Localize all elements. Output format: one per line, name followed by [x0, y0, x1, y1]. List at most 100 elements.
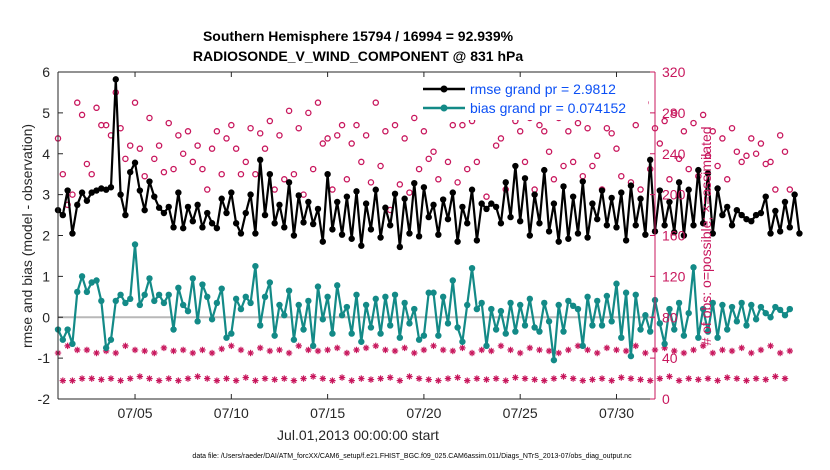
obs-assimilated-point [613, 346, 620, 354]
obs-assimilated-stroke [310, 373, 316, 380]
rmse-point [98, 185, 105, 192]
obs-possible-point [767, 158, 774, 166]
rmse-point [574, 230, 582, 237]
obs-assimilated-point [772, 373, 779, 380]
rmse-point [666, 198, 673, 206]
obs-assimilated-point [343, 349, 351, 357]
obs-assimilated-stroke [127, 375, 133, 382]
obs-assimilated-stroke [60, 377, 66, 384]
rmse-point [724, 203, 731, 211]
obs-assimilated-stroke [79, 375, 85, 382]
rmse-point [757, 209, 765, 217]
obs-assimilated-stroke [214, 377, 220, 384]
legend-bias-label: bias grand pr = 0.074152 [470, 100, 626, 116]
bias-point [189, 275, 197, 282]
obs-possible-point [165, 119, 172, 127]
obs-assimilated-point [194, 373, 201, 380]
obs-assimilated-stroke [724, 374, 730, 381]
x-axis-label: Jul.01,2013 00:00:00 start [277, 427, 439, 443]
obs-assimilated-stroke [406, 373, 413, 380]
obs-assimilated-stroke [527, 345, 533, 351]
bias-point [690, 264, 697, 271]
obs-assimilated-stroke [267, 348, 273, 354]
obs-possible-point [593, 152, 601, 160]
obs-assimilated-point [59, 377, 67, 384]
obs-assimilated-point [266, 347, 274, 355]
rmse-point [439, 196, 447, 203]
rmse-point [555, 238, 562, 245]
bias-point [218, 285, 225, 292]
bias-point [343, 303, 351, 311]
rmse-point [199, 224, 206, 231]
bias-point [170, 326, 177, 333]
rmse-point [502, 179, 509, 186]
rmse-point [69, 230, 76, 237]
obs-assimilated-stroke [64, 343, 71, 349]
obs-assimilated-point [762, 376, 769, 383]
bias-point [594, 297, 601, 305]
bias-point [454, 324, 461, 331]
obs-assimilated-stroke [657, 375, 663, 382]
obs-assimilated-stroke [594, 350, 600, 356]
y-tick-label: 3 [42, 187, 50, 203]
obs-assimilated-point [165, 375, 172, 382]
rmse-point [589, 200, 596, 207]
bias-point [642, 312, 649, 319]
obs-assimilated-point [112, 349, 119, 357]
y-right-tick-label: 200 [662, 187, 686, 203]
obs-assimilated-point [151, 349, 158, 357]
rmse-point [117, 191, 124, 198]
obs-assimilated-point [261, 375, 269, 382]
bias-point [714, 334, 721, 341]
bias-point [175, 284, 182, 292]
obs-assimilated-point [170, 347, 177, 355]
obs-assimilated-point [319, 375, 326, 382]
bias-point [757, 303, 765, 311]
bias-point [584, 293, 591, 301]
rmse-point [637, 195, 644, 202]
obs-assimilated-point [536, 346, 543, 354]
obs-assimilated-stroke [517, 350, 523, 356]
obs-possible-point [536, 121, 543, 129]
obs-assimilated-stroke [575, 343, 581, 349]
obs-possible-point [348, 140, 355, 147]
obs-possible-point [704, 152, 712, 160]
rmse-point [622, 237, 630, 244]
obs-assimilated-stroke [753, 375, 759, 382]
rmse-point [748, 217, 755, 225]
obs-possible-point [189, 158, 197, 166]
obs-assimilated-point [179, 346, 187, 354]
obs-assimilated-stroke [98, 376, 104, 383]
y-right-tick-label: 80 [662, 309, 678, 325]
rmse-point [531, 191, 538, 198]
bias-point [589, 322, 596, 329]
bias-point [550, 356, 558, 364]
obs-assimilated-stroke [228, 343, 234, 349]
obs-possible-point [752, 150, 760, 157]
obs-assimilated-stroke [305, 347, 312, 353]
obs-assimilated-stroke [551, 375, 557, 382]
rmse-point [516, 217, 524, 225]
rmse-point [324, 170, 331, 178]
obs-assimilated-stroke [633, 343, 639, 349]
rmse-point [165, 203, 172, 211]
obs-assimilated-point [127, 375, 134, 382]
legend-rmse-label: rmse grand pr = 2.9812 [470, 81, 616, 97]
chart-title: Southern Hemisphere 15794 / 16994 = 92.9… [203, 28, 514, 44]
rmse-point [367, 226, 375, 233]
bias-point [724, 326, 731, 333]
bias-point [685, 309, 692, 317]
y-tick-label: 0 [42, 309, 50, 325]
bias-point [776, 306, 784, 314]
rmse-point [675, 179, 683, 186]
bias-point [468, 265, 476, 272]
bias-point [435, 332, 442, 339]
obs-assimilated-point [464, 377, 471, 384]
obs-assimilated-point [728, 347, 736, 355]
obs-possible-point [194, 142, 201, 149]
obs-assimilated-stroke [695, 376, 701, 383]
bias-point [656, 320, 664, 327]
obs-possible-point [772, 186, 779, 193]
bias-point [59, 336, 67, 343]
obs-assimilated-stroke [647, 377, 653, 384]
